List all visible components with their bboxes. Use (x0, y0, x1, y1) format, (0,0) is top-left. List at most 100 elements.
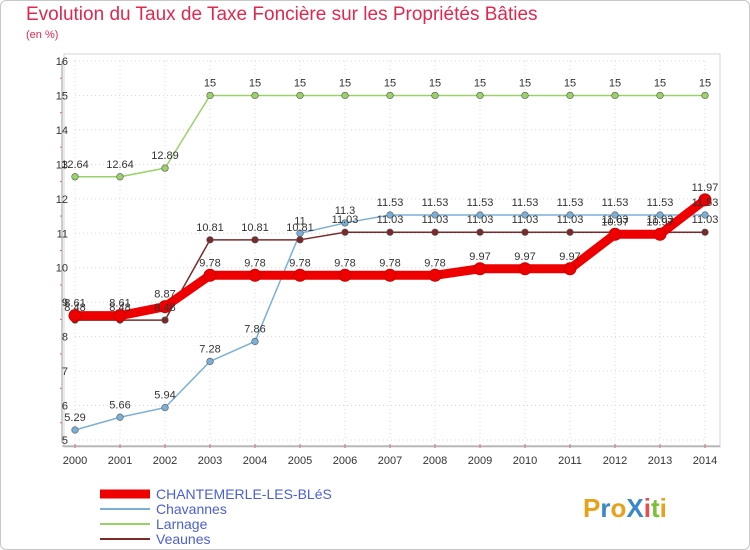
data-label: 12.64 (106, 159, 134, 171)
data-point (611, 211, 619, 219)
data-point (476, 211, 484, 219)
chart-title: Evolution du Taux de Taxe Foncière sur l… (26, 4, 538, 25)
data-point (566, 211, 574, 219)
x-tick-label: 2002 (153, 455, 177, 467)
data-label: 15 (519, 77, 531, 89)
data-label: 11.03 (557, 214, 584, 226)
data-point (566, 91, 574, 100)
data-point (206, 91, 214, 100)
data-point (71, 173, 79, 181)
data-point (158, 300, 172, 314)
data-label: 15 (384, 77, 396, 89)
data-point (206, 236, 214, 244)
data-label: 8.61 (64, 298, 85, 310)
data-label: 9.78 (289, 257, 310, 269)
data-point (386, 211, 394, 219)
legend-label: Chavannes (156, 501, 227, 517)
data-label: 11.97 (692, 182, 719, 194)
x-tick-label: 2007 (378, 455, 402, 467)
data-label: 10.81 (286, 222, 314, 234)
y-tick-label: 9 (62, 297, 68, 309)
data-label: 9.78 (424, 257, 445, 269)
data-point (341, 219, 349, 227)
data-point (428, 268, 442, 282)
data-label: 8.87 (154, 289, 175, 301)
data-label: 7.86 (244, 323, 265, 335)
data-label: 15 (429, 77, 441, 89)
data-point (653, 227, 667, 241)
data-label: 9.97 (559, 251, 580, 263)
data-point (296, 91, 304, 100)
y-tick-label: 8 (62, 332, 68, 344)
data-label: 11.03 (602, 214, 629, 226)
data-point (206, 357, 214, 366)
data-label: 11.3 (335, 205, 356, 217)
data-label: 9.78 (334, 257, 355, 269)
x-tick-label: 2010 (513, 455, 537, 467)
data-point (608, 227, 622, 241)
y-tick-label: 6 (62, 401, 68, 413)
data-point (251, 91, 259, 100)
data-point (341, 228, 349, 236)
data-label: 15 (564, 77, 576, 89)
data-point (656, 91, 664, 100)
data-point (656, 211, 664, 219)
data-point (161, 316, 169, 324)
data-label: 8.48 (154, 302, 175, 314)
data-point (701, 91, 709, 100)
data-label: 9.97 (469, 251, 490, 263)
x-tick-label: 2000 (63, 455, 87, 467)
data-point (563, 262, 577, 276)
legend-label: Larnage (156, 516, 208, 532)
data-label: 5.66 (109, 399, 130, 411)
x-tick-label: 2014 (693, 455, 717, 467)
plot-area (63, 53, 721, 448)
data-point (116, 413, 124, 421)
data-label: 5.29 (64, 412, 85, 424)
data-label: 9.78 (244, 257, 265, 269)
data-point (68, 309, 82, 323)
data-point (698, 193, 712, 207)
data-label: 7.28 (199, 343, 220, 355)
data-point (248, 268, 262, 282)
data-point (251, 337, 259, 346)
data-point (521, 211, 529, 219)
data-point (161, 164, 169, 172)
data-point (293, 268, 307, 282)
data-point (701, 228, 709, 236)
data-point (476, 228, 484, 236)
data-point (203, 268, 217, 282)
y-tick-label: 7 (62, 366, 68, 378)
data-point (383, 268, 397, 282)
data-label: 11.03 (467, 214, 494, 226)
data-label: 9.78 (199, 257, 220, 269)
data-label: 10.81 (196, 222, 224, 234)
x-tick-label: 2008 (423, 455, 447, 467)
data-point (566, 228, 574, 236)
data-point (386, 228, 394, 236)
proxiti-logo: ProXiti (583, 493, 667, 523)
data-label: 11.03 (647, 214, 674, 226)
x-tick-label: 2012 (603, 455, 627, 467)
data-label: 11.53 (557, 197, 584, 209)
data-label: 15 (474, 77, 486, 89)
y-axis-unit: (en %) (26, 29, 59, 41)
data-point (521, 228, 529, 236)
data-label: 11.53 (377, 197, 404, 209)
y-tick-label: 5 (62, 435, 68, 447)
data-point (341, 91, 349, 100)
x-tick-label: 2013 (648, 455, 672, 467)
data-label: 8.48 (64, 302, 85, 314)
data-label: 10.81 (241, 222, 269, 234)
data-point (611, 91, 619, 100)
data-label: 15 (654, 77, 666, 89)
data-point (476, 91, 484, 100)
data-point (338, 268, 352, 282)
data-point (473, 262, 487, 276)
data-label: 11.03 (692, 214, 719, 226)
x-tick-label: 2009 (468, 455, 492, 467)
data-label: 5.94 (154, 390, 175, 402)
data-label: 15 (339, 77, 351, 89)
data-label: 11.03 (512, 214, 539, 226)
